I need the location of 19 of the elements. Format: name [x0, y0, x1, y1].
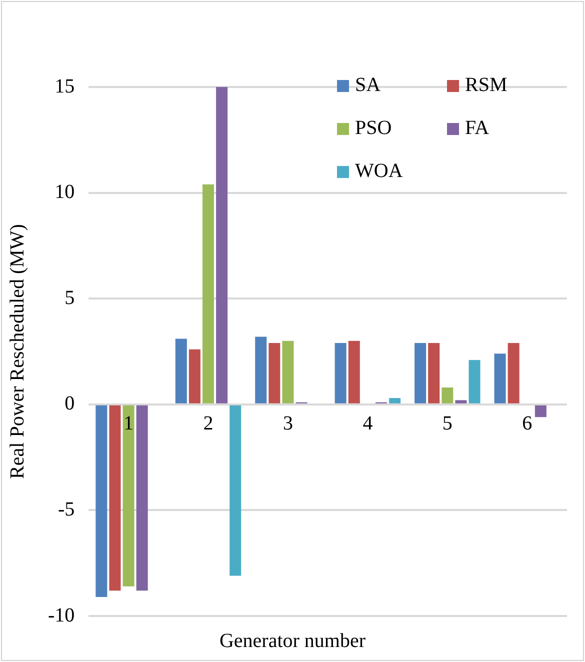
- x-tick-label: 4: [362, 412, 373, 435]
- x-axis-title: Generator number: [218, 630, 367, 653]
- y-tick-label: 5: [64, 286, 75, 309]
- y-axis-title: Real Power Rescheduled (MW): [6, 224, 28, 479]
- x-tick-label: 1: [124, 412, 134, 435]
- legend-label: PSO: [355, 117, 392, 140]
- y-tick-label: 15: [54, 75, 75, 98]
- x-tick-label: 3: [282, 412, 293, 435]
- y-tick-label: 0: [64, 392, 75, 415]
- x-tick-label: 5: [442, 412, 452, 435]
- legend-label: SA: [355, 74, 381, 97]
- y-tick-label: -10: [48, 604, 75, 626]
- y-tick-label: 10: [54, 181, 75, 204]
- legend-label: WOA: [355, 160, 403, 183]
- legend-label: FA: [465, 117, 490, 140]
- x-tick-label: 6: [522, 412, 532, 435]
- y-tick-label: -5: [58, 498, 75, 520]
- x-tick-label: 2: [203, 412, 214, 435]
- legend-label: RSM: [465, 74, 508, 97]
